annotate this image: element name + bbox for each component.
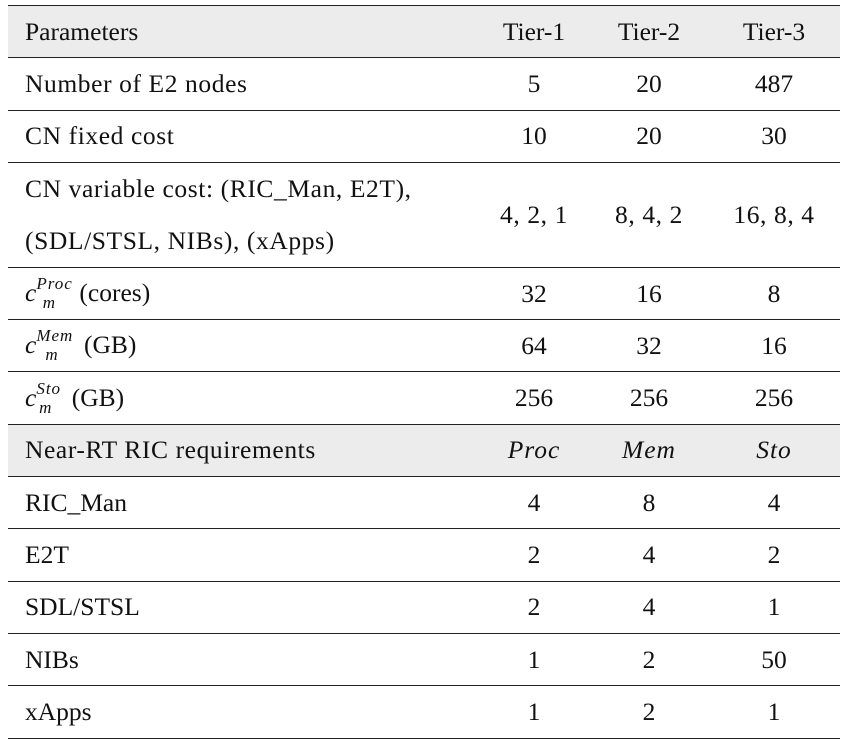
header-sto: Sto xyxy=(708,423,840,478)
header-tier-2: Tier-2 xyxy=(590,4,708,59)
cell-tier-1: 4, 2, 1 xyxy=(478,162,590,268)
unit-label: (GB) xyxy=(71,382,125,412)
symbol-subscript: m xyxy=(39,397,52,417)
unit-label: (cores) xyxy=(79,278,151,308)
cell-mem: 2 xyxy=(590,685,708,739)
table-row: cStom (GB) 256 256 256 xyxy=(8,371,840,425)
cell-tier-3: 30 xyxy=(708,110,840,163)
cell-tier-2: 8, 4, 2 xyxy=(590,162,708,268)
table-row: cMemm (GB) 64 32 16 xyxy=(8,319,840,373)
table-row: CN variable cost: (RIC_Man, E2T), (SDL/S… xyxy=(8,162,840,268)
requirements-header-label: Near-RT RIC requirements xyxy=(8,423,478,478)
requirements-header-row: Near-RT RIC requirements Proc Mem Sto xyxy=(8,423,840,478)
symbol-subscript: m xyxy=(42,293,56,313)
header-tier-3: Tier-3 xyxy=(708,4,840,59)
header-parameters: Parameters xyxy=(8,4,478,59)
row-label: SDL/STSL xyxy=(8,581,478,634)
cell-mem: 2 xyxy=(590,633,708,687)
cell-tier-2: 32 xyxy=(590,319,708,373)
cell-tier-3: 16 xyxy=(708,319,840,373)
cell-sto: 2 xyxy=(708,528,840,582)
symbol-superscript: Proc xyxy=(36,274,73,294)
cell-tier-1: 5 xyxy=(478,57,590,111)
symbol-c: c xyxy=(25,382,37,412)
symbol-superscript: Sto xyxy=(36,378,62,398)
table-row: Number of E2 nodes 5 20 487 xyxy=(8,57,840,111)
cell-tier-1: 256 xyxy=(478,371,590,425)
cell-tier-3: 256 xyxy=(708,371,840,425)
cell-proc: 2 xyxy=(478,581,590,634)
cell-tier-2: 16 xyxy=(590,267,708,321)
row-label: cMemm (GB) xyxy=(8,319,478,373)
cell-mem: 4 xyxy=(590,528,708,582)
table-row: xApps 1 2 1 xyxy=(8,685,840,739)
unit-label: (GB) xyxy=(83,330,137,360)
cell-tier-3: 16, 8, 4 xyxy=(708,162,840,268)
row-label: cProcm (cores) xyxy=(8,267,478,321)
row-label: NIBs xyxy=(8,633,478,687)
symbol-subscript: m xyxy=(45,345,58,365)
cell-proc: 2 xyxy=(478,528,590,582)
cell-mem: 8 xyxy=(590,476,708,530)
symbol-superscript: Mem xyxy=(36,326,74,346)
row-label: E2T xyxy=(8,528,478,582)
table-row: SDL/STSL 2 4 1 xyxy=(8,581,840,634)
cell-sto: 4 xyxy=(708,476,840,530)
cell-tier-2: 20 xyxy=(590,110,708,163)
table-row: NIBs 1 2 50 xyxy=(8,633,840,687)
cell-tier-1: 32 xyxy=(478,267,590,321)
cell-proc: 1 xyxy=(478,633,590,687)
table-row: RIC_Man 4 8 4 xyxy=(8,476,840,530)
cell-tier-2: 20 xyxy=(590,57,708,111)
cell-tier-1: 10 xyxy=(478,110,590,163)
header-proc: Proc xyxy=(478,423,590,478)
row-label: CN variable cost: (RIC_Man, E2T), (SDL/S… xyxy=(8,162,478,268)
table-header-row: Parameters Tier-1 Tier-2 Tier-3 xyxy=(8,4,840,59)
cell-tier-3: 8 xyxy=(708,267,840,321)
parameters-table: Parameters Tier-1 Tier-2 Tier-3 Number o… xyxy=(8,4,840,739)
cell-sto: 1 xyxy=(708,581,840,634)
row-label: CN fixed cost xyxy=(8,110,478,163)
symbol-c: c xyxy=(25,278,37,308)
symbol-c: c xyxy=(25,330,37,360)
table-row: cProcm (cores) 32 16 8 xyxy=(8,267,840,321)
table-row: E2T 2 4 2 xyxy=(8,528,840,582)
cell-mem: 4 xyxy=(590,581,708,634)
cell-tier-2: 256 xyxy=(590,371,708,425)
row-label: RIC_Man xyxy=(8,476,478,530)
row-label: xApps xyxy=(8,685,478,739)
row-label-line-2: (SDL/STSL, NIBs), (xApps) xyxy=(25,225,335,255)
cell-sto: 50 xyxy=(708,633,840,687)
row-label: cStom (GB) xyxy=(8,371,478,425)
cell-tier-1: 64 xyxy=(478,319,590,373)
row-label-line-1: CN variable cost: (RIC_Man, E2T), xyxy=(25,173,412,203)
header-tier-1: Tier-1 xyxy=(478,4,590,59)
cell-sto: 1 xyxy=(708,685,840,739)
cell-proc: 4 xyxy=(478,476,590,530)
table-row: CN fixed cost 10 20 30 xyxy=(8,110,840,163)
header-mem: Mem xyxy=(590,423,708,478)
row-label: Number of E2 nodes xyxy=(8,57,478,111)
cell-proc: 1 xyxy=(478,685,590,739)
cell-tier-3: 487 xyxy=(708,57,840,111)
